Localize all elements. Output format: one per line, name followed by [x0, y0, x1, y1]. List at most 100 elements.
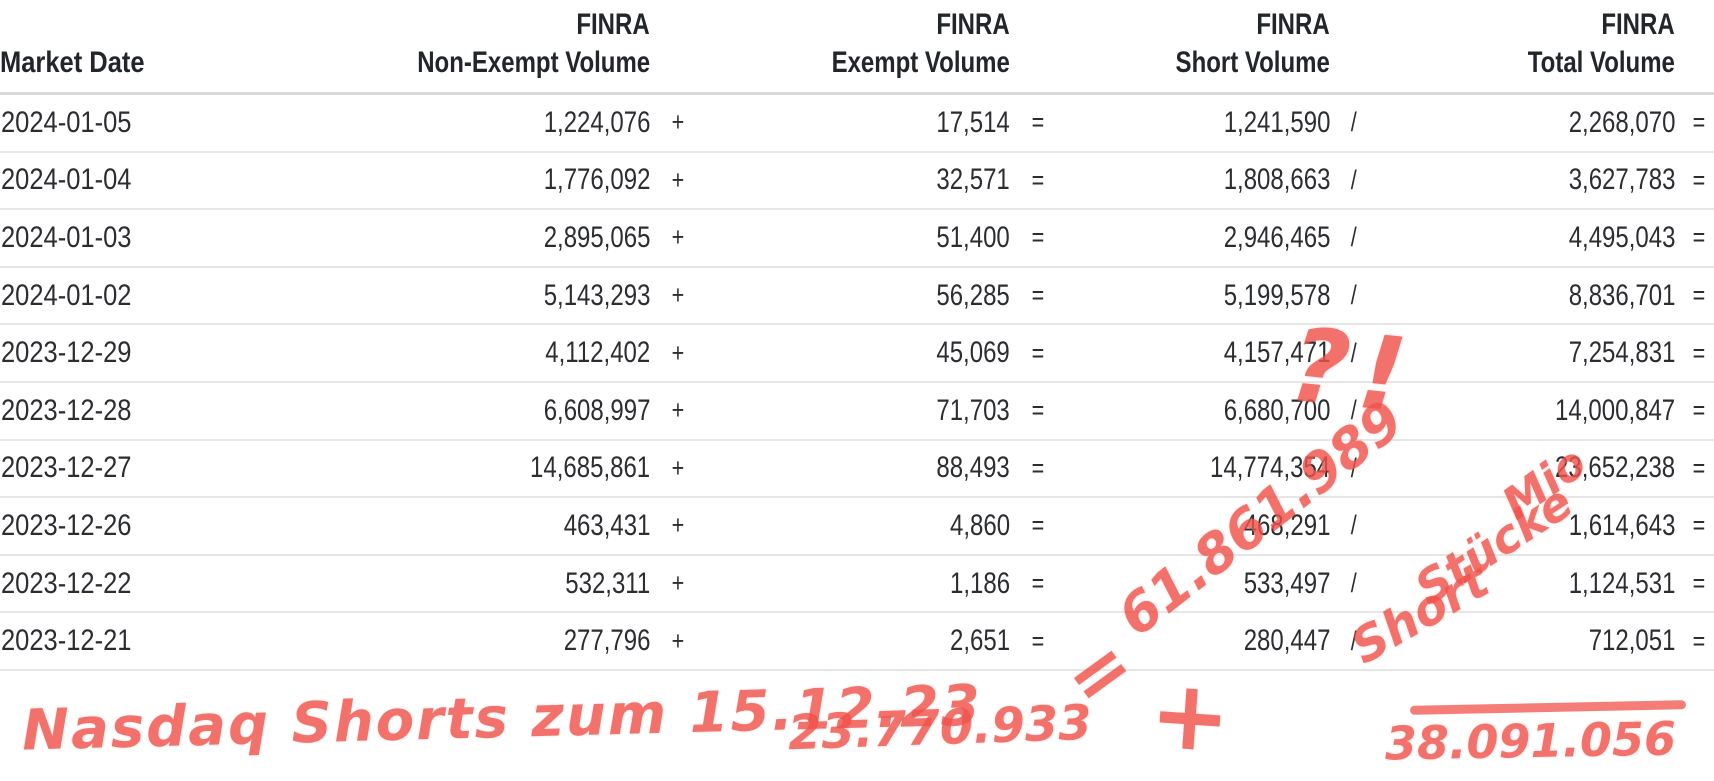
non-exempt-volume-cell: 277,796 — [563, 624, 650, 658]
market-date-cell: 2023-12-27 — [1, 451, 132, 485]
total-volume-cell: 7,254,831 — [1568, 336, 1675, 370]
divide-operator: / — [1350, 568, 1357, 599]
plus-operator: + — [671, 625, 685, 656]
table-row: 2023-12-26 463,431 +4,860 = 468,291 / 1,614,64… — [0, 498, 1714, 556]
table-row: 2023-12-22 532,311 +1,186 = 533,497 / 1,124,53… — [0, 556, 1714, 614]
total-volume-cell: 1,614,643 — [1568, 508, 1675, 542]
exempt-volume-cell: 1,186 — [949, 566, 1010, 600]
total-volume-cell: 23,652,238 — [1554, 451, 1675, 485]
plus-operator: + — [671, 280, 685, 311]
non-exempt-volume-cell: 14,685,861 — [529, 451, 650, 485]
market-date-cell: 2023-12-26 — [1, 508, 132, 542]
equals-operator: = — [1031, 395, 1045, 426]
exempt-volume-cell: 71,703 — [936, 393, 1010, 427]
total-volume-cell: 3,627,783 — [1568, 163, 1675, 197]
plus-operator: + — [671, 337, 685, 368]
divide-operator: / — [1350, 337, 1357, 368]
market-date-cell: 2023-12-22 — [1, 566, 132, 600]
total-volume-cell: 8,836,701 — [1568, 278, 1675, 312]
table-body: 2024-01-05 1,224,076 +17,514 = 1,241,590 / 2,2… — [0, 95, 1714, 671]
divide-operator: / — [1350, 395, 1357, 426]
plus-operator: + — [671, 395, 685, 426]
market-date-cell: 2023-12-29 — [1, 336, 132, 370]
exempt-volume-cell: 56,285 — [936, 278, 1010, 312]
column-header-label: Market Date — [0, 46, 145, 79]
equals-operator: = — [1692, 452, 1706, 483]
non-exempt-volume-cell: 1,776,092 — [543, 163, 650, 197]
plus-operator: + — [671, 107, 685, 138]
short-volume-cell: 5,199,578 — [1223, 278, 1330, 312]
total-volume-cell: 2,268,070 — [1568, 105, 1675, 139]
total-volume-cell: 14,000,847 — [1554, 393, 1675, 427]
column-header-line1: FINRA — [1601, 8, 1675, 41]
table-row: 2023-12-29 4,112,402 +45,069 = 4,157,471 / 7,2… — [0, 325, 1714, 383]
plus-operator: + — [671, 222, 685, 253]
total-volume-cell: 712,051 — [1588, 624, 1675, 658]
non-exempt-volume-cell: 463,431 — [563, 508, 650, 542]
market-date-cell: 2024-01-02 — [1, 278, 132, 312]
market-date-cell: 2024-01-05 — [1, 105, 132, 139]
column-header-short-volume: FINRA Short Volume — [1070, 6, 1330, 82]
column-header-line1: FINRA — [576, 8, 650, 41]
short-volume-cell: 14,774,354 — [1209, 451, 1330, 485]
table-row: 2023-12-21 277,796 +2,651 = 280,447 / 712,051 = — [0, 613, 1714, 671]
equals-operator: = — [1692, 337, 1706, 368]
short-volume-cell: 1,241,590 — [1223, 105, 1330, 139]
divide-operator: / — [1350, 452, 1357, 483]
exempt-volume-cell: 32,571 — [936, 163, 1010, 197]
exempt-volume-cell: 88,493 — [936, 451, 1010, 485]
column-header-exempt-volume: FINRA Exempt Volume — [710, 6, 1010, 82]
table-row: 2024-01-02 5,143,293 +56,285 = 5,199,578 / 8,8… — [0, 268, 1714, 326]
plus-operator: + — [671, 568, 685, 599]
exempt-volume-cell: 51,400 — [936, 220, 1010, 254]
column-header-label: Total Volume — [1527, 46, 1675, 79]
table-row: 2024-01-04 1,776,092 +32,571 = 1,808,663 / 3,6… — [0, 153, 1714, 211]
equals-operator: = — [1692, 510, 1706, 541]
plus-operator: + — [671, 452, 685, 483]
equals-operator: = — [1692, 625, 1706, 656]
short-volume-cell: 2,946,465 — [1223, 220, 1330, 254]
exempt-volume-cell: 17,514 — [936, 105, 1010, 139]
divide-operator: / — [1350, 625, 1357, 656]
column-header-total-volume: FINRA Total Volume — [1400, 6, 1675, 82]
column-header-line1: FINRA — [1256, 8, 1330, 41]
column-header-non-exempt-volume: FINRA Non-Exempt Volume — [190, 6, 650, 82]
equals-operator: = — [1692, 164, 1706, 195]
market-date-cell: 2024-01-03 — [1, 220, 132, 254]
column-header-line1: FINRA — [936, 8, 1010, 41]
equals-operator: = — [1031, 222, 1045, 253]
non-exempt-volume-cell: 6,608,997 — [543, 393, 650, 427]
equals-operator: = — [1031, 164, 1045, 195]
table-header: Market Date FINRA Non-Exempt Volume FINR… — [0, 0, 1714, 95]
handwritten-short-column-sum: 38.091.056 — [1384, 711, 1677, 771]
divide-operator: / — [1350, 222, 1357, 253]
market-date-cell: 2024-01-04 — [1, 163, 132, 197]
equals-operator: = — [1692, 568, 1706, 599]
table-row: 2024-01-03 2,895,065 +51,400 = 2,946,465 / 4,4… — [0, 210, 1714, 268]
plus-operator: + — [671, 164, 685, 195]
market-date-cell: 2023-12-21 — [1, 624, 132, 658]
table-row: 2024-01-05 1,224,076 +17,514 = 1,241,590 / 2,2… — [0, 95, 1714, 153]
non-exempt-volume-cell: 4,112,402 — [545, 336, 650, 370]
non-exempt-volume-cell: 5,143,293 — [543, 278, 650, 312]
equals-operator: = — [1031, 337, 1045, 368]
short-volume-cell: 533,497 — [1243, 566, 1330, 600]
table-row: 2023-12-28 6,608,997 +71,703 = 6,680,700 / 14,… — [0, 383, 1714, 441]
equals-operator: = — [1031, 510, 1045, 541]
short-volume-cell: 4,157,471 — [1223, 336, 1330, 370]
exempt-volume-cell: 4,860 — [949, 508, 1010, 542]
market-date-cell: 2023-12-28 — [1, 393, 132, 427]
equals-operator: = — [1692, 395, 1706, 426]
column-header-market-date: Market Date — [0, 6, 190, 82]
exempt-volume-cell: 2,651 — [949, 624, 1010, 658]
exempt-volume-cell: 45,069 — [936, 336, 1010, 370]
column-header-label: Short Volume — [1175, 46, 1330, 79]
handwritten-plus-mark: + — [1146, 657, 1235, 775]
equals-operator: = — [1692, 222, 1706, 253]
non-exempt-volume-cell: 1,224,076 — [543, 105, 650, 139]
equals-operator: = — [1031, 107, 1045, 138]
handwritten-prior-shorts-number: 23.770.933 — [787, 694, 1093, 762]
column-header-label: Non-Exempt Volume — [417, 46, 650, 79]
equals-operator: = — [1031, 568, 1045, 599]
